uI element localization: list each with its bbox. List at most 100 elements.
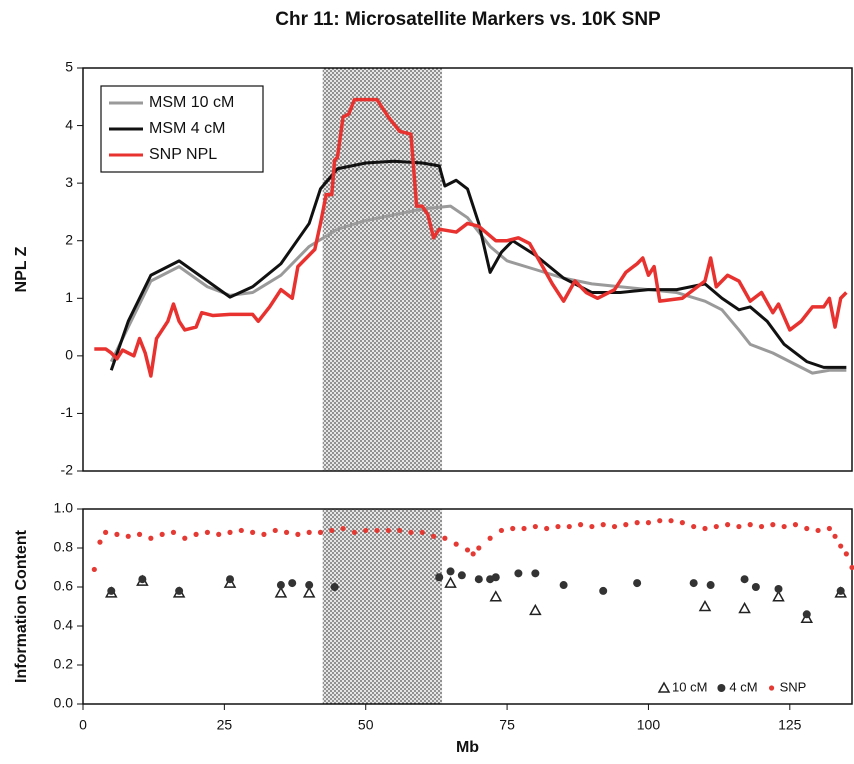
legend-label: 10 cM	[672, 679, 707, 694]
dot-marker	[430, 533, 437, 539]
y-tick-label: 0.8	[54, 539, 74, 555]
dot-marker	[544, 525, 550, 532]
dot-marker	[193, 531, 199, 537]
dot-marker	[464, 547, 471, 553]
circle-marker	[226, 575, 235, 584]
circle-marker	[599, 586, 608, 595]
triangle-marker	[772, 590, 785, 602]
circle-marker	[276, 581, 285, 590]
dot-marker	[136, 531, 143, 537]
dot-marker	[758, 523, 765, 530]
highlight-band	[322, 68, 443, 471]
dot-marker	[125, 533, 131, 539]
y-tick-label: 1	[65, 289, 73, 305]
dot-marker	[657, 518, 663, 524]
legend-label: MSM 10 cM	[149, 94, 234, 111]
dot-marker	[555, 523, 561, 530]
circle-marker	[288, 579, 297, 588]
circle-marker	[138, 575, 147, 584]
legend-label: SNP	[780, 679, 807, 694]
triangle-marker	[274, 586, 288, 598]
circle-marker	[774, 584, 783, 593]
chart-title: Chr 11: Microsatellite Markers vs. 10K S…	[275, 9, 661, 30]
y-tick-label: 5	[65, 59, 73, 75]
dot-marker	[600, 522, 606, 528]
dot-marker	[340, 525, 346, 532]
dot-marker	[521, 525, 527, 532]
dot-marker	[792, 522, 799, 528]
dot-marker	[826, 525, 832, 532]
triangle-marker	[489, 590, 503, 602]
circle-marker	[717, 684, 726, 692]
dot-marker	[159, 531, 165, 537]
dot-marker	[227, 529, 233, 536]
circle-marker	[633, 579, 642, 588]
dot-marker	[170, 529, 177, 536]
dot-marker	[623, 522, 629, 528]
dot-marker	[532, 523, 538, 530]
circle-marker	[474, 575, 483, 584]
highlight-band	[322, 509, 443, 704]
y-tick-label: 0	[65, 347, 73, 363]
dot-marker	[611, 523, 618, 530]
circle-marker	[836, 586, 845, 595]
y-tick-label: 0.4	[54, 617, 74, 633]
x-tick-label: 25	[217, 717, 233, 733]
x-axis-title: Mb	[456, 739, 479, 756]
dot-marker	[351, 529, 358, 536]
circle-marker	[491, 573, 500, 582]
triangle-marker	[529, 603, 542, 616]
legend-label: MSM 4 cM	[149, 120, 225, 137]
legend-label: SNP NPL	[149, 146, 217, 163]
dot-marker	[250, 529, 256, 536]
series-line	[94, 97, 848, 378]
circle-marker	[802, 610, 811, 619]
dot-marker	[768, 685, 775, 691]
dot-marker	[849, 564, 854, 571]
dot-marker	[498, 527, 505, 534]
y-tick-label: 4	[65, 116, 73, 132]
dot-marker	[838, 543, 844, 549]
circle-marker	[740, 575, 749, 584]
y-tick-label: -1	[61, 404, 74, 420]
dot-marker	[363, 527, 369, 534]
triangle-marker	[444, 576, 457, 588]
dot-marker	[668, 518, 674, 524]
dot-marker	[487, 535, 493, 541]
x-tick-label: 125	[778, 717, 802, 733]
dot-marker	[238, 527, 244, 534]
legend-label: 4 cM	[729, 679, 757, 694]
dot-marker	[781, 523, 787, 530]
y-axis-title: Information Content	[13, 529, 30, 683]
dot-marker	[510, 525, 516, 532]
dot-marker	[815, 527, 821, 534]
circle-marker	[107, 586, 116, 595]
dot-marker	[329, 527, 335, 534]
dot-marker	[103, 529, 109, 536]
dot-marker	[408, 529, 414, 536]
dot-marker	[843, 551, 849, 557]
circle-marker	[175, 586, 184, 595]
dot-marker	[470, 551, 476, 557]
dot-marker	[832, 533, 838, 539]
y-tick-label: 0.6	[54, 578, 74, 594]
dot-marker	[204, 529, 210, 536]
dot-marker	[476, 545, 482, 551]
dot-marker	[216, 531, 222, 537]
triangle-marker	[738, 601, 751, 614]
dot-marker	[702, 525, 708, 532]
y-tick-label: 0.0	[54, 695, 74, 711]
triangle-marker	[657, 681, 671, 693]
dot-marker	[114, 531, 120, 537]
dot-marker	[713, 523, 719, 530]
dot-marker	[589, 523, 595, 530]
y-axis-title: NPL Z	[13, 246, 30, 292]
y-tick-label: 1.0	[54, 500, 74, 516]
dot-marker	[747, 522, 753, 528]
dot-marker	[272, 527, 278, 534]
dot-marker	[295, 531, 301, 537]
x-tick-label: 50	[358, 717, 374, 733]
dot-marker	[566, 523, 572, 530]
dot-marker	[736, 523, 742, 530]
